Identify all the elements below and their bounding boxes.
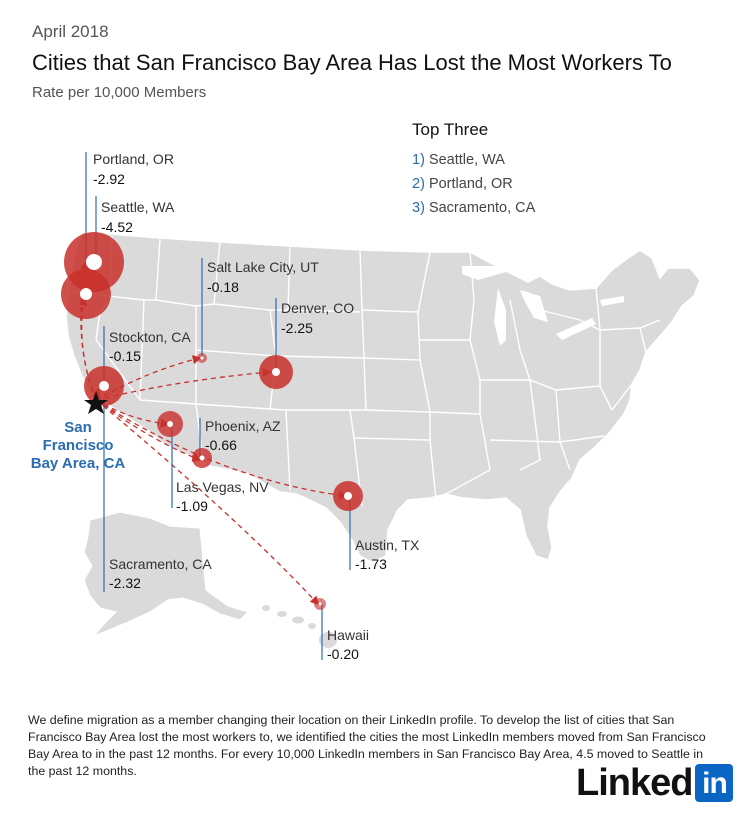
city-name-lasvegas: Las Vegas, NV bbox=[176, 479, 269, 495]
origin-label-line2: Francisco bbox=[43, 437, 114, 454]
city-value-saltlake: -0.18 bbox=[207, 279, 239, 295]
great-lakes bbox=[462, 266, 624, 346]
city-name-sacramento: Sacramento, CA bbox=[109, 556, 212, 572]
page-title: Cities that San Francisco Bay Area Has L… bbox=[32, 50, 672, 75]
arrow-to-lasvegas bbox=[95, 399, 170, 428]
top-three-title: Top Three bbox=[412, 120, 489, 139]
top-three-city: Portland, OR bbox=[428, 176, 513, 192]
city-value-denver: -2.25 bbox=[281, 320, 313, 336]
linkedin-in-icon: in bbox=[695, 764, 734, 802]
city-bubbles bbox=[61, 232, 363, 610]
top-three-item: 2) Portland, OR bbox=[412, 176, 535, 200]
page-subtitle: Rate per 10,000 Members bbox=[32, 84, 207, 101]
city-name-phoenix: Phoenix, AZ bbox=[205, 418, 281, 434]
date-label: April 2018 bbox=[32, 22, 109, 41]
city-name-austin: Austin, TX bbox=[355, 537, 420, 553]
origin-label-line3: Bay Area, CA bbox=[31, 455, 126, 472]
hawaii-land bbox=[262, 605, 337, 648]
city-name-saltlake: Salt Lake City, UT bbox=[207, 259, 319, 275]
city-name-stockton: Stockton, CA bbox=[109, 329, 191, 345]
origin-label-line1: San bbox=[64, 419, 92, 436]
top-three-rank: 1) bbox=[412, 152, 425, 168]
bubble-phoenix bbox=[192, 448, 212, 468]
origin-star-icon bbox=[84, 391, 108, 414]
city-value-stockton: -0.15 bbox=[109, 348, 141, 364]
linkedin-logo-wordmark: Linked bbox=[576, 762, 693, 804]
city-labels: Portland, OR -2.92 Seattle, WA -4.52 Sal… bbox=[93, 151, 420, 662]
city-name-hawaii: Hawaii bbox=[327, 627, 369, 643]
alaska-land bbox=[83, 511, 250, 637]
top-three-rank: 3) bbox=[412, 200, 425, 216]
state-borders bbox=[71, 235, 661, 507]
top-three-rank: 2) bbox=[412, 176, 425, 192]
city-value-phoenix: -0.66 bbox=[205, 437, 237, 453]
city-value-seattle: -4.52 bbox=[101, 219, 133, 235]
arrow-to-phoenix bbox=[95, 399, 202, 462]
bubble-sacramento bbox=[84, 366, 124, 406]
city-name-denver: Denver, CO bbox=[281, 300, 354, 316]
city-name-portland: Portland, OR bbox=[93, 151, 174, 167]
top-three-item: 3) Sacramento, CA bbox=[412, 200, 535, 224]
bubble-denver bbox=[259, 355, 293, 389]
bubble-austin bbox=[333, 481, 363, 511]
arrow-to-hawaii bbox=[95, 399, 320, 606]
methodology-footnote: We define migration as a member changing… bbox=[28, 713, 706, 778]
arrow-to-austin bbox=[95, 399, 348, 500]
city-value-lasvegas: -1.09 bbox=[176, 498, 208, 514]
bubble-portland bbox=[61, 269, 111, 319]
origin-label: San Francisco Bay Area, CA bbox=[31, 419, 126, 472]
top-three-legend: Top Three 1) Seattle, WA 2) Portland, OR… bbox=[412, 120, 535, 224]
city-value-sacramento: -2.32 bbox=[109, 575, 141, 591]
top-three-city: Sacramento, CA bbox=[428, 200, 536, 216]
city-name-seattle: Seattle, WA bbox=[101, 199, 175, 215]
bubble-lasvegas bbox=[157, 411, 183, 437]
migration-map: San Francisco Bay Area, CA Portland, OR … bbox=[31, 151, 701, 662]
bubble-saltlake bbox=[197, 353, 207, 363]
city-value-hawaii: -0.20 bbox=[327, 646, 359, 662]
city-value-portland: -2.92 bbox=[93, 171, 125, 187]
linkedin-logo: Linked in bbox=[576, 762, 734, 804]
bubble-hawaii bbox=[314, 598, 326, 610]
top-three-item: 1) Seattle, WA bbox=[412, 152, 535, 176]
city-value-austin: -1.73 bbox=[355, 556, 387, 572]
top-three-city: Seattle, WA bbox=[428, 152, 505, 168]
